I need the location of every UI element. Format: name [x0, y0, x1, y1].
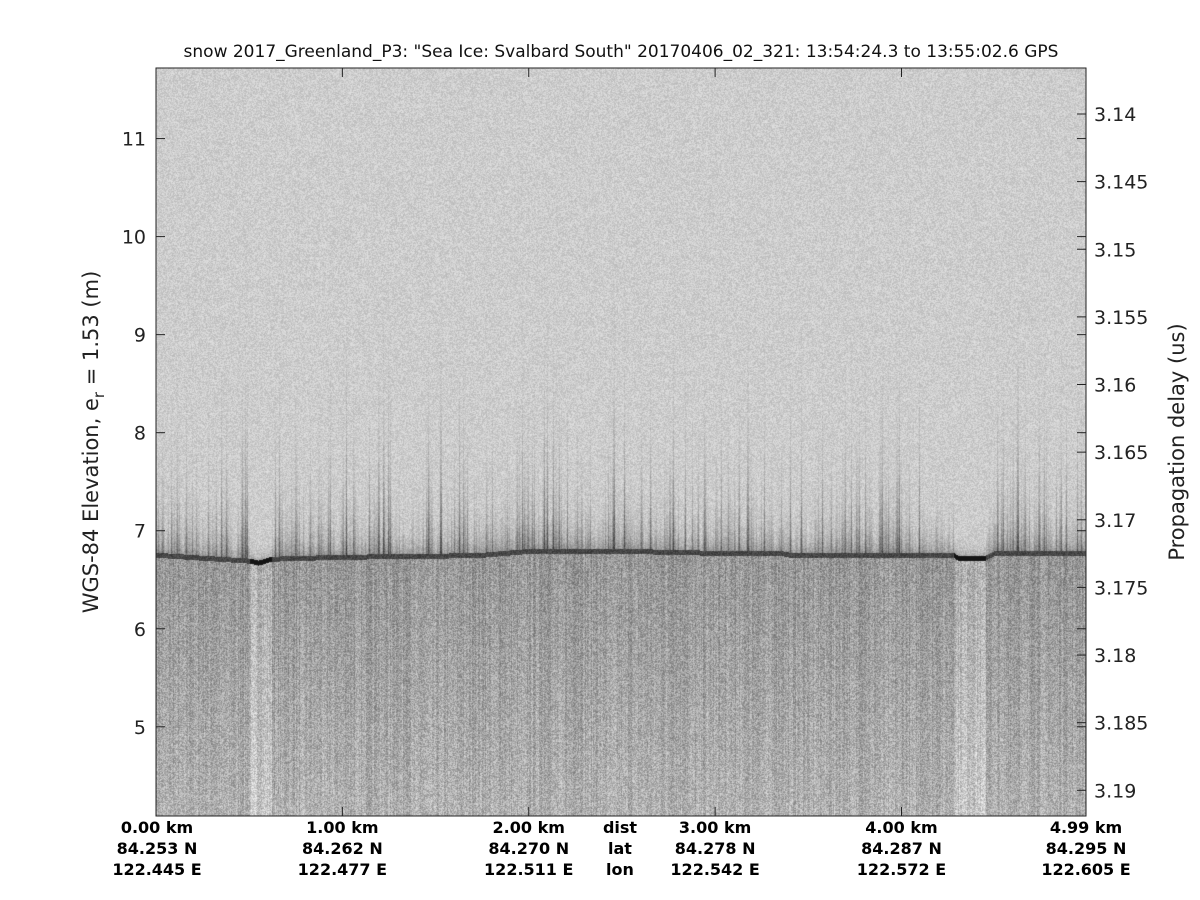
x-tick-label-line: 122.511 E: [484, 860, 574, 879]
x-tick-label-line: 122.542 E: [670, 860, 760, 879]
x-tick-label: 2.00 km 84.270 N 122.511 E: [484, 817, 573, 880]
y-right-tick-label: 3.185: [1094, 713, 1148, 735]
y-right-tick-label: 3.17: [1094, 510, 1136, 532]
y-right-tick-label: 3.18: [1094, 645, 1136, 667]
y-left-tick-label: 7: [134, 521, 146, 543]
x-tick-label-line: 122.572 E: [856, 860, 947, 879]
x-tick-label: 4.00 km 84.287 N 122.572 E: [857, 817, 946, 880]
y-right-tick-label: 3.14: [1094, 104, 1136, 126]
x-tick-label-line: 0.00 km: [120, 818, 194, 837]
x-tick-label-line: 84.253 N: [116, 839, 198, 858]
y-right-tick-label: 3.145: [1094, 172, 1148, 194]
y-left-tick-label: 8: [134, 423, 146, 445]
y-left-tick-label: 11: [122, 129, 146, 151]
y-left-tick-label: 10: [122, 227, 146, 249]
x-tick-label-line: 84.278 N: [674, 839, 756, 858]
y-right-tick-label: 3.155: [1094, 307, 1148, 329]
y-right-tick-label: 3.175: [1094, 577, 1148, 599]
x-tick-label-line: 84.270 N: [488, 839, 570, 858]
x-tick-label: 4.99 km 84.295 N 122.605 E: [1041, 817, 1130, 880]
x-tick-label: 1.00 km 84.262 N 122.477 E: [298, 817, 387, 880]
y-left-axis-label: WGS-84 Elevation, er = 1.53 (m): [79, 271, 108, 614]
x-row-labels: dist lat lon: [603, 817, 637, 880]
y-right-tick-label: 3.19: [1094, 780, 1136, 802]
y-right-tick-label: 3.16: [1094, 375, 1136, 397]
chart-title: snow 2017_Greenland_P3: "Sea Ice: Svalba…: [183, 42, 1059, 62]
x-row-labels-line: lat: [608, 839, 632, 858]
y-right-axis-label: Propagation delay (us): [1165, 323, 1189, 560]
x-tick-label-line: 84.262 N: [302, 839, 383, 858]
x-tick-label-line: 3.00 km: [678, 818, 752, 837]
x-row-labels-line: lon: [606, 860, 634, 879]
y-right-tick-label: 3.15: [1094, 239, 1136, 261]
plot-frame: [155, 67, 1087, 817]
x-tick-label-line: 84.295 N: [1045, 839, 1127, 858]
x-tick-label-line: 122.445 E: [112, 860, 202, 879]
x-row-labels-line: dist: [602, 818, 638, 837]
x-tick-label-line: 1.00 km: [306, 818, 379, 837]
x-tick-label: 3.00 km 84.278 N 122.542 E: [670, 817, 759, 880]
y-left-tick-label: 5: [134, 717, 146, 739]
y-right-tick-label: 3.165: [1094, 442, 1148, 464]
y-left-tick-label: 9: [134, 325, 146, 347]
x-tick-label-line: 2.00 km: [492, 818, 565, 837]
x-tick-label-line: 122.605 E: [1041, 860, 1131, 879]
y-left-tick-label: 6: [134, 619, 146, 641]
x-tick-label-line: 4.00 km: [865, 818, 938, 837]
echogram-image: [156, 68, 1086, 816]
x-tick-label-line: 122.477 E: [297, 860, 388, 879]
x-tick-label-line: 4.99 km: [1049, 818, 1123, 837]
x-tick-label: 0.00 km 84.253 N 122.445 E: [112, 817, 201, 880]
x-tick-label-line: 84.287 N: [861, 839, 942, 858]
